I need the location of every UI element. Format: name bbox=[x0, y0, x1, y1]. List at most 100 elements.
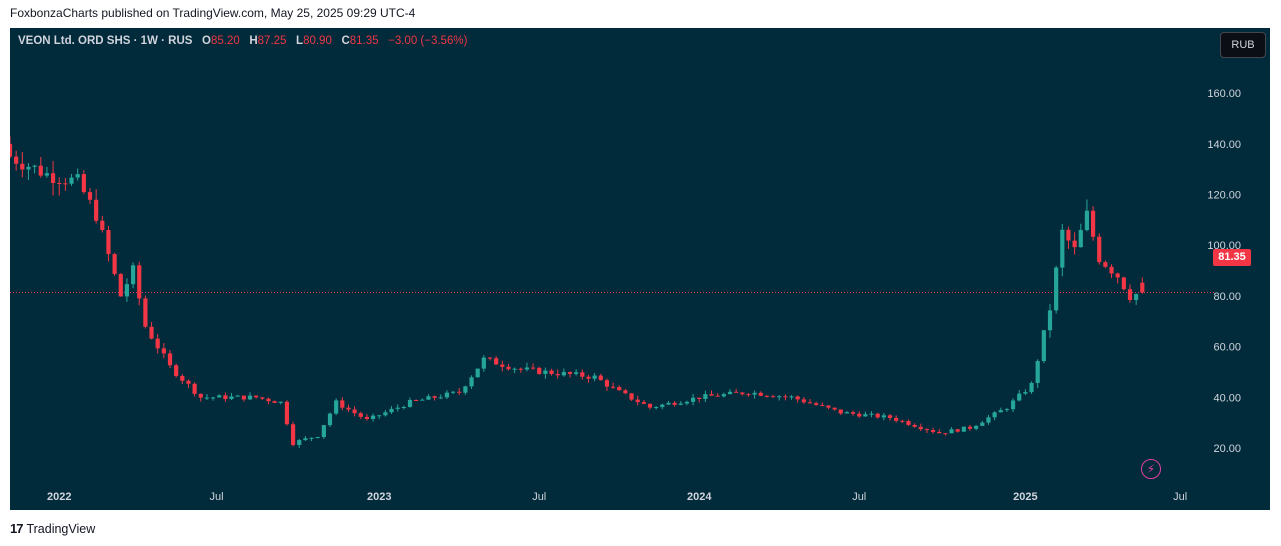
candle-body bbox=[315, 437, 320, 439]
y-tick-label: 80.00 bbox=[1213, 291, 1241, 303]
y-tick-label: 120.00 bbox=[1207, 190, 1241, 202]
candle-body bbox=[887, 415, 893, 418]
candle-body bbox=[1140, 282, 1145, 293]
candle-body bbox=[930, 430, 936, 432]
candle-body bbox=[100, 220, 105, 230]
candle-body bbox=[1035, 361, 1040, 383]
candle-body bbox=[44, 173, 50, 176]
candle-body bbox=[918, 426, 923, 430]
candle-body bbox=[321, 425, 326, 438]
candle-body bbox=[450, 391, 456, 393]
candle-body bbox=[438, 397, 443, 399]
candle-body bbox=[81, 174, 86, 193]
candle-body bbox=[297, 440, 302, 445]
candle-body bbox=[986, 417, 991, 423]
candle-body bbox=[641, 402, 646, 404]
candle-body bbox=[1041, 330, 1046, 362]
candle-body bbox=[752, 392, 757, 395]
y-tick-label: 60.00 bbox=[1213, 342, 1241, 354]
x-tick-label: Jul bbox=[1173, 491, 1187, 503]
candle-body bbox=[327, 413, 333, 426]
candle-body bbox=[937, 431, 942, 434]
candle-body bbox=[414, 400, 419, 402]
candle-body bbox=[801, 399, 806, 403]
candle-body bbox=[672, 402, 677, 405]
candle-body bbox=[857, 413, 862, 417]
y-tick-label: 40.00 bbox=[1213, 392, 1241, 404]
candle-body bbox=[734, 391, 739, 393]
candle-body bbox=[998, 410, 1003, 413]
candle-body bbox=[1060, 229, 1065, 268]
x-tick-label: 2024 bbox=[687, 491, 712, 503]
x-tick-label: Jul bbox=[532, 491, 546, 503]
candle-body bbox=[524, 367, 530, 370]
candle-body bbox=[850, 412, 856, 414]
candle-body bbox=[1097, 236, 1102, 263]
candle-body bbox=[703, 394, 708, 399]
candle-body bbox=[623, 390, 628, 394]
candle-body bbox=[764, 395, 770, 397]
candle-body bbox=[137, 265, 142, 299]
candle-body bbox=[869, 413, 874, 415]
candle-body bbox=[1134, 294, 1139, 301]
low-value: 80.90 bbox=[303, 35, 332, 47]
candle-body bbox=[112, 254, 117, 274]
candle-body bbox=[118, 273, 123, 297]
candle-body bbox=[894, 417, 899, 421]
candle-body bbox=[1078, 230, 1083, 248]
candle-body bbox=[174, 365, 179, 376]
candle-body bbox=[635, 399, 640, 403]
candle-body bbox=[1054, 267, 1059, 311]
candle-body bbox=[1103, 262, 1108, 267]
candle-body bbox=[161, 348, 166, 354]
candle-body bbox=[217, 395, 222, 398]
tradingview-brand: TradingView bbox=[26, 521, 96, 536]
lightning-icon[interactable]: ⚡ bbox=[1141, 459, 1161, 479]
candle-body bbox=[20, 163, 25, 170]
x-tick-label: 2023 bbox=[367, 491, 391, 503]
candle-body bbox=[192, 383, 197, 394]
candle-body bbox=[370, 415, 376, 419]
candle-body bbox=[567, 372, 573, 374]
candle-body bbox=[130, 265, 136, 285]
chart-panel[interactable]: 20.00 40.00 60.00 80.00 100.00 120.00 140.00 16… bbox=[10, 28, 1270, 510]
candle-body bbox=[377, 415, 382, 417]
candle-body bbox=[758, 392, 763, 396]
candle-body bbox=[906, 421, 911, 425]
candle-body bbox=[1127, 289, 1133, 301]
candle-body bbox=[290, 424, 296, 445]
candle-body bbox=[949, 429, 954, 434]
currency-button[interactable]: RUB bbox=[1220, 32, 1266, 58]
candle-body bbox=[647, 403, 653, 408]
candle-body bbox=[1023, 392, 1028, 394]
candle-body bbox=[1109, 266, 1114, 274]
x-tick-label: 2025 bbox=[1013, 491, 1037, 503]
candle-body bbox=[586, 376, 591, 379]
candle-body bbox=[32, 165, 37, 167]
candle-body bbox=[549, 370, 554, 374]
candle-body bbox=[241, 395, 246, 400]
candle-body bbox=[407, 400, 413, 408]
x-tick-label: Jul bbox=[852, 491, 866, 503]
candle-body bbox=[1010, 400, 1016, 410]
ohlc-legend: VEON Ltd. ORD SHS · 1W · RUS O85.20 H87.… bbox=[18, 35, 467, 47]
candle-body bbox=[352, 409, 357, 414]
candle-body bbox=[500, 364, 505, 367]
candle-body bbox=[247, 395, 253, 400]
candle-body bbox=[38, 165, 43, 176]
candle-body bbox=[1115, 273, 1120, 278]
candle-body bbox=[610, 386, 616, 388]
tradingview-logo[interactable]: 17 TradingView bbox=[10, 521, 95, 536]
candle-body bbox=[746, 394, 751, 396]
candlestick-chart[interactable]: 20.0040.0060.0080.00100.00120.00140.0016… bbox=[10, 28, 1270, 510]
high-label: H bbox=[249, 35, 258, 47]
candle-body bbox=[518, 368, 523, 370]
candle-body bbox=[807, 402, 813, 404]
candle-body bbox=[684, 401, 690, 404]
candle-body bbox=[155, 338, 160, 349]
candle-body bbox=[697, 397, 702, 399]
candle-body bbox=[660, 404, 665, 408]
candle-body bbox=[537, 367, 542, 374]
candle-body bbox=[820, 404, 825, 406]
low-label: L bbox=[296, 35, 304, 47]
